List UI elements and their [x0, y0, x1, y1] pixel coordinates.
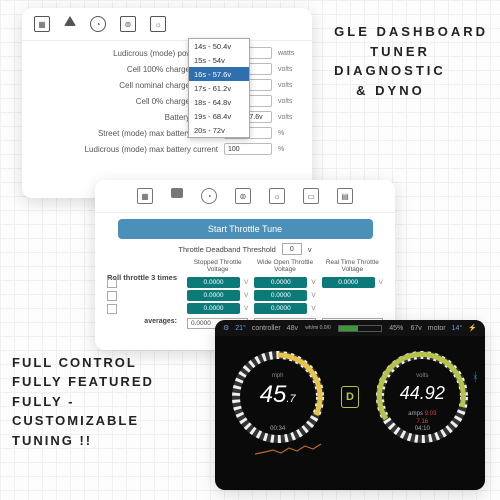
motor-temp: 14° [452, 325, 463, 332]
column-header: Stopped Throttle Voltage [187, 259, 248, 275]
avg-label: averages: [107, 318, 181, 329]
unit: V [244, 305, 248, 312]
roll-throttle-label: Roll throttle 3 times [107, 259, 181, 282]
tagline-line: TUNER [334, 42, 488, 62]
dashboard-icon[interactable]: ▦ [34, 16, 50, 32]
dropdown-option[interactable]: 18s - 64.8v [189, 95, 249, 109]
speed-time: 00:34 [228, 426, 328, 433]
checkbox[interactable] [107, 291, 117, 301]
ctrl-label: controller [252, 325, 281, 332]
motor-label: motor [428, 325, 446, 332]
truck-icon[interactable]: ▤ [337, 188, 353, 204]
setting-unit: watts [278, 50, 304, 57]
engine-icon[interactable]: ☼ [150, 16, 166, 32]
volts-gauge: volts 44.92 amps 9.03 7.16 04:10 [372, 347, 472, 447]
dashboard-status-bar: ⚙ 21° controller 48v wh/mi 0.0/0 45% 67v… [215, 320, 485, 336]
dashboard-icon[interactable]: ▦ [137, 188, 153, 204]
tagline-line: FULLY - [12, 392, 154, 412]
ctrl-volts: 67v [410, 325, 421, 332]
tagline-line: FULLY FEATURED [12, 372, 154, 392]
icon-bar: ▦ ◔ ⊚ ☼ [22, 8, 312, 41]
gear-icon[interactable]: ⚙ [223, 324, 229, 332]
unit: V [244, 279, 248, 286]
tagline-line: DIAGNOSTIC [334, 61, 488, 81]
tagline-line: GLE DASHBOARD [334, 22, 488, 42]
volts-value: 44.92 [372, 383, 472, 404]
gauges-area: mph 45.7 00:34 D volts 44.92 amps 9.03 7… [215, 336, 485, 458]
dropdown-option[interactable]: 20s - 72v [189, 123, 249, 137]
tagline-line: TUNING !! [12, 431, 154, 451]
voltage-reading: 0.0000 [187, 290, 240, 301]
dropdown-option[interactable]: 14s - 50.4v [189, 39, 249, 53]
unit: V [311, 305, 315, 312]
dropdown-option[interactable]: 17s - 61.2v [189, 81, 249, 95]
setting-unit: % [278, 130, 304, 137]
unit: V [311, 292, 315, 299]
meter-icon[interactable]: ⊚ [235, 188, 251, 204]
threshold-row: Throttle Deadband Threshold 0 v [107, 243, 383, 255]
voltage-reading: 0.0000 [254, 290, 307, 301]
dropdown-option[interactable]: 16s - 57.6v [189, 67, 249, 81]
column-header: Wide Open Throttle Voltage [254, 259, 315, 275]
warning-icon[interactable] [64, 16, 76, 26]
threshold-label: Throttle Deadband Threshold [178, 245, 275, 254]
settings-list: Ludicrous (mode) power levelwattsCell 10… [22, 41, 312, 161]
volts-unit: volts [372, 373, 472, 379]
checkbox[interactable] [107, 278, 117, 288]
setting-value[interactable]: 100 [224, 143, 272, 155]
battery-bar [338, 325, 382, 332]
gauge-icon[interactable]: ◔ [201, 188, 217, 204]
setting-unit: volts [278, 98, 304, 105]
voltage-reading: 0.0000 [254, 303, 307, 314]
setting-unit: % [278, 146, 304, 153]
voltage-reading: 0.0000 [322, 277, 375, 288]
panel2-body: Throttle Deadband Threshold 0 v Roll thr… [95, 243, 395, 329]
bluetooth-icon[interactable]: ᚼ [472, 370, 479, 384]
gauge-icon[interactable]: ◔ [90, 16, 106, 32]
speed-unit: mph [228, 373, 328, 379]
speed-value: 45.7 [228, 381, 328, 409]
engine-icon[interactable]: ☼ [269, 188, 285, 204]
unit: V [311, 279, 315, 286]
dropdown-option[interactable]: 15s - 54v [189, 53, 249, 67]
battery-icon[interactable]: ▭ [303, 188, 319, 204]
wh-label: wh/mi 0.0/0 [305, 325, 331, 331]
unit: V [379, 279, 383, 286]
setting-unit: volts [278, 114, 304, 121]
icon-bar: ▦ ◔ ⊚ ☼ ▭ ▤ [95, 180, 395, 213]
start-throttle-button[interactable]: Start Throttle Tune [118, 219, 373, 239]
voltage-reading: 0.0000 [187, 303, 240, 314]
setting-label: Ludicrous (mode) max battery current [30, 145, 218, 154]
settings-panel: ▦ ◔ ⊚ ☼ Ludicrous (mode) power levelwatt… [22, 8, 312, 198]
dropdown-option[interactable]: 19s - 68.4v [189, 109, 249, 123]
tagline-line: & DYNO [334, 81, 488, 101]
dashboard-panel: ⚙ 21° controller 48v wh/mi 0.0/0 45% 67v… [215, 320, 485, 490]
volts-sub: amps 9.03 7.16 04:10 [372, 411, 472, 433]
warning-icon[interactable] [171, 188, 183, 198]
threshold-unit: v [308, 245, 312, 254]
tagline-line: FULL CONTROL [12, 353, 154, 373]
sparkline [255, 442, 325, 456]
battery-pct: 45% [389, 325, 403, 332]
drive-mode[interactable]: D [341, 386, 359, 408]
voltage-dropdown[interactable]: 14s - 50.4v15s - 54v16s - 57.6v17s - 61.… [188, 38, 250, 138]
unit: V [244, 292, 248, 299]
column-header: Real Time Throttle Voltage [322, 259, 383, 275]
voltage-reading: 0.0000 [187, 277, 240, 288]
voltage-reading: 0.0000 [254, 277, 307, 288]
tagline-line: CUSTOMIZABLE [12, 411, 154, 431]
bolt-icon[interactable]: ⚡ [468, 324, 477, 332]
speed-gauge: mph 45.7 00:34 [228, 347, 328, 447]
setting-unit: volts [278, 66, 304, 73]
meter-icon[interactable]: ⊚ [120, 16, 136, 32]
setting-unit: volts [278, 82, 304, 89]
volts-label: 48v [287, 325, 298, 332]
tagline-bottom: FULL CONTROL FULLY FEATURED FULLY - CUST… [12, 353, 154, 451]
ctrl-temp: 21° [235, 325, 246, 332]
threshold-value[interactable]: 0 [282, 243, 302, 255]
checkbox[interactable] [107, 304, 117, 314]
tagline-top: GLE DASHBOARD TUNER DIAGNOSTIC & DYNO [334, 22, 488, 100]
